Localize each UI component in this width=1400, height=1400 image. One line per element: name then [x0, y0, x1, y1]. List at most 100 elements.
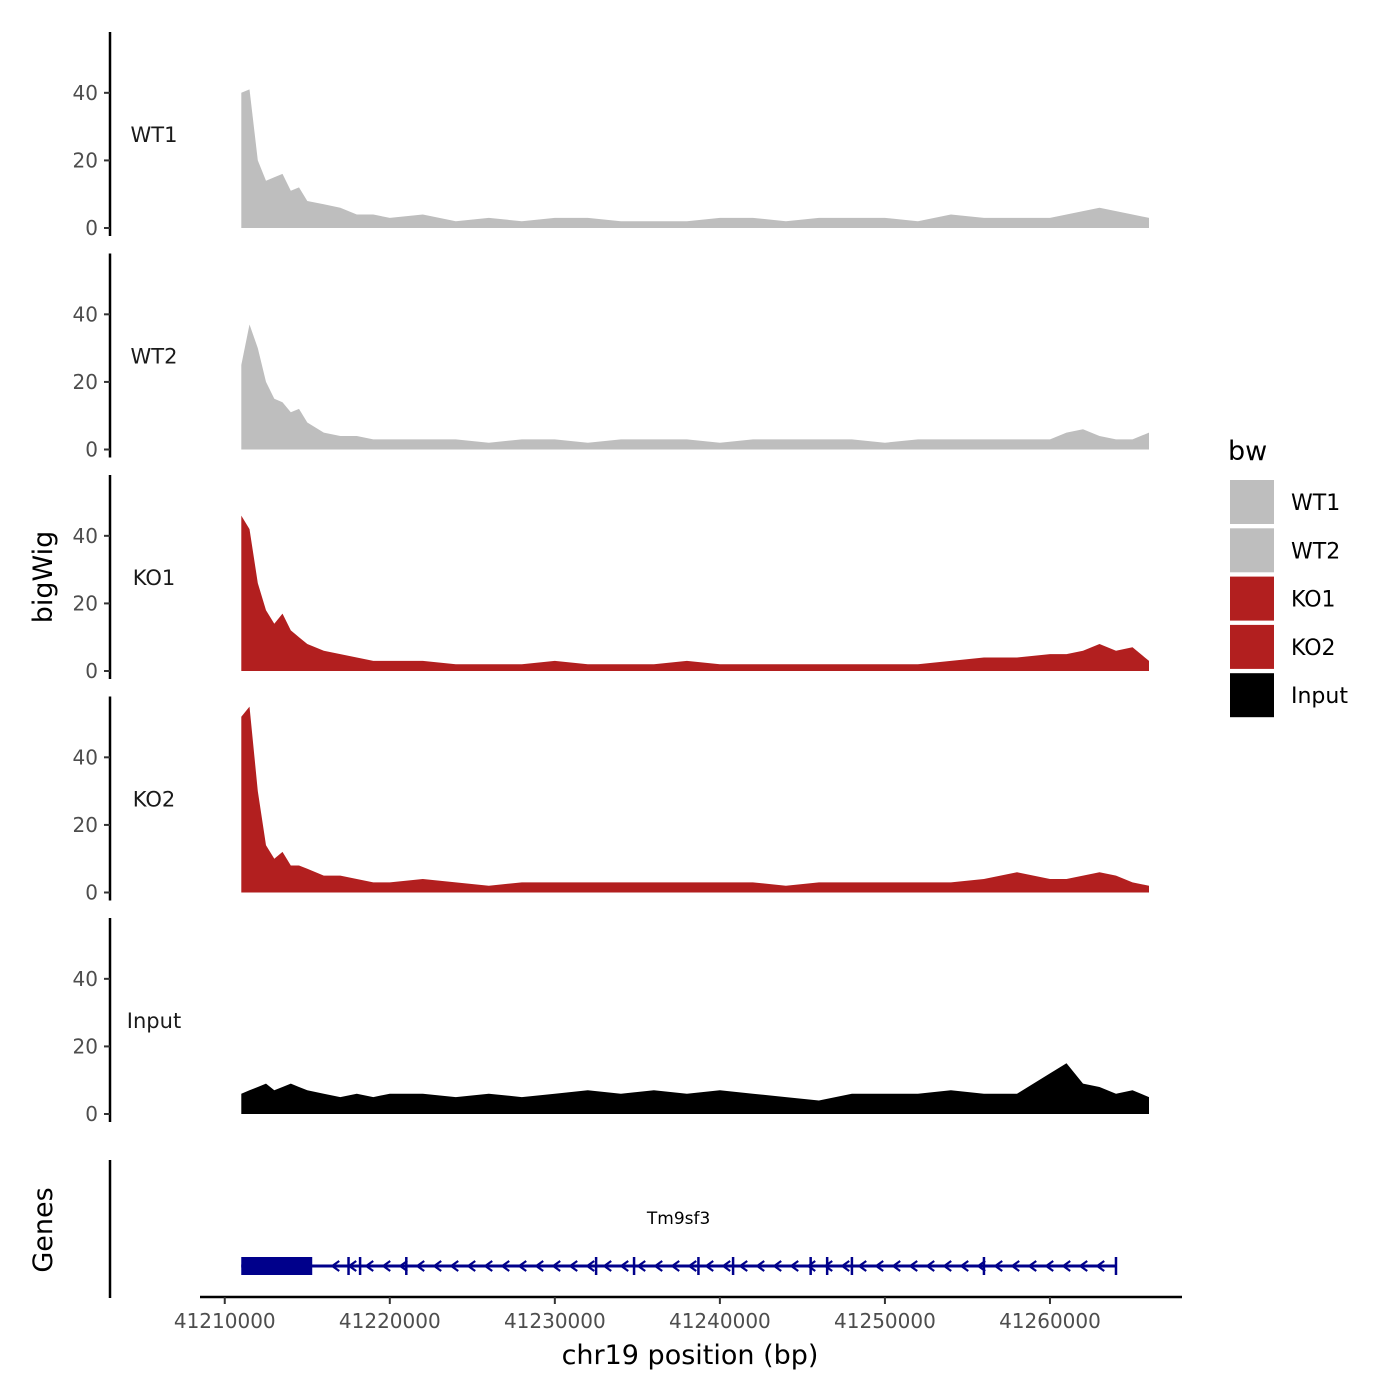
strand-arrow [670, 1260, 680, 1272]
x-tick-label: 41220000 [339, 1309, 441, 1333]
y-tick-label: 40 [73, 524, 98, 548]
strand-arrow [568, 1260, 578, 1272]
strand-arrow [1044, 1260, 1054, 1272]
area-KO1 [241, 515, 1150, 671]
legend-key-KO1 [1230, 576, 1274, 621]
track-label-KO2: KO2 [133, 788, 176, 812]
strand-arrow [585, 1260, 595, 1272]
x-tick-label: 41230000 [504, 1309, 606, 1333]
strand-arrow [364, 1260, 374, 1272]
strand-arrow [704, 1260, 714, 1272]
area-Input [241, 1063, 1150, 1114]
track-WT1: 0 20 40 WT1 [73, 32, 1150, 240]
strand-arrow [534, 1260, 544, 1272]
strand-arrow [687, 1260, 697, 1272]
legend-label-KO1: KO1 [1291, 588, 1336, 613]
x-axis-title: chr19 position (bp) [562, 1340, 819, 1371]
y-tick-label: 0 [85, 216, 98, 240]
strand-arrow [619, 1260, 629, 1272]
legend-label-WT2: WT2 [1291, 539, 1340, 564]
strand-arrow [551, 1260, 561, 1272]
track-label-Input: Input [127, 1009, 181, 1033]
legend-key-Input [1230, 673, 1274, 718]
legend-key-KO2 [1230, 624, 1274, 669]
strand-arrow [840, 1260, 850, 1272]
track-KO1: 0 20 40 KO1 [73, 475, 1150, 683]
strand-arrow [432, 1260, 442, 1272]
track-Input: 0 20 40 Input [73, 918, 1150, 1126]
y-tick-label: 20 [73, 1034, 98, 1058]
track-label-WT1: WT1 [131, 123, 178, 147]
strand-arrow [738, 1260, 748, 1272]
strand-arrow [959, 1260, 969, 1272]
strand-arrow [466, 1260, 476, 1272]
track-label-WT2: WT2 [131, 345, 178, 369]
genes-axis-title: Genes [28, 1187, 59, 1272]
strand-arrow [874, 1260, 884, 1272]
area-KO2 [241, 706, 1150, 893]
track-WT2: 0 20 40 WT2 [73, 253, 1150, 462]
y-tick-label: 0 [85, 659, 98, 683]
x-tick-label: 41260000 [999, 1309, 1101, 1333]
y-tick-label: 0 [85, 438, 98, 462]
strand-arrow [483, 1260, 493, 1272]
strand-arrow [976, 1260, 986, 1272]
y-tick-label: 40 [73, 745, 98, 769]
tracks-layer: 0 20 40 WT1 0 20 40 WT2 0 20 40 KO1 0 20 40 KO2 0 20 40 Inp… [73, 32, 1150, 1126]
strand-arrow [806, 1260, 816, 1272]
strand-arrow [772, 1260, 782, 1272]
strand-arrow [415, 1260, 425, 1272]
strand-arrow [347, 1260, 357, 1272]
gene-utr-block [241, 1257, 313, 1275]
strand-arrow [993, 1260, 1003, 1272]
gene-track: Tm9sf3 [108, 1160, 1118, 1298]
strand-arrow [1095, 1260, 1105, 1272]
legend-label-KO2: KO2 [1291, 636, 1336, 661]
y-tick-label: 0 [85, 1102, 98, 1126]
track-label-KO1: KO1 [133, 566, 176, 590]
x-axis: 41210000 41220000 41230000 41240000 41250000… [174, 1295, 1182, 1333]
strand-arrow [381, 1260, 391, 1272]
strand-arrow [602, 1260, 612, 1272]
legend: bw WT1 WT2 KO1 KO2 Input [1228, 436, 1348, 718]
legend-key-WT2 [1230, 528, 1274, 573]
gene-label: Tm9sf3 [646, 1209, 710, 1229]
track-KO2: 0 20 40 KO2 [73, 696, 1150, 905]
legend-label-Input: Input [1291, 684, 1348, 709]
x-tick-label: 41250000 [834, 1309, 936, 1333]
strand-arrow [653, 1260, 663, 1272]
strand-arrow [755, 1260, 765, 1272]
strand-arrow [823, 1260, 833, 1272]
strand-arrow [1061, 1260, 1071, 1272]
strand-arrow [942, 1260, 952, 1272]
y-tick-label: 20 [73, 813, 98, 837]
strand-arrow [1027, 1260, 1037, 1272]
strand-arrow [398, 1260, 408, 1272]
area-WT2 [241, 324, 1150, 450]
y-tick-label: 20 [73, 591, 98, 615]
strand-arrow [449, 1260, 459, 1272]
area-WT1 [241, 89, 1150, 229]
legend-key-WT1 [1230, 480, 1274, 524]
strand-arrow [908, 1260, 918, 1272]
strand-arrow [857, 1260, 867, 1272]
legend-label-WT1: WT1 [1291, 491, 1340, 516]
strand-arrow [500, 1260, 510, 1272]
y-tick-label: 20 [73, 370, 98, 394]
strand-arrow [1078, 1260, 1088, 1272]
y-tick-label: 40 [73, 967, 98, 991]
y-tick-label: 20 [73, 148, 98, 172]
strand-arrow [925, 1260, 935, 1272]
y-tick-label: 40 [73, 302, 98, 326]
x-tick-label: 41240000 [669, 1309, 771, 1333]
strand-arrow [330, 1260, 340, 1272]
y-axis-title: bigWig [28, 531, 59, 624]
y-tick-label: 40 [73, 81, 98, 105]
strand-arrow [636, 1260, 646, 1272]
strand-arrow [1010, 1260, 1020, 1272]
strand-arrow [891, 1260, 901, 1272]
strand-arrow [789, 1260, 799, 1272]
x-tick-label: 41210000 [174, 1309, 276, 1333]
y-tick-label: 0 [85, 881, 98, 905]
